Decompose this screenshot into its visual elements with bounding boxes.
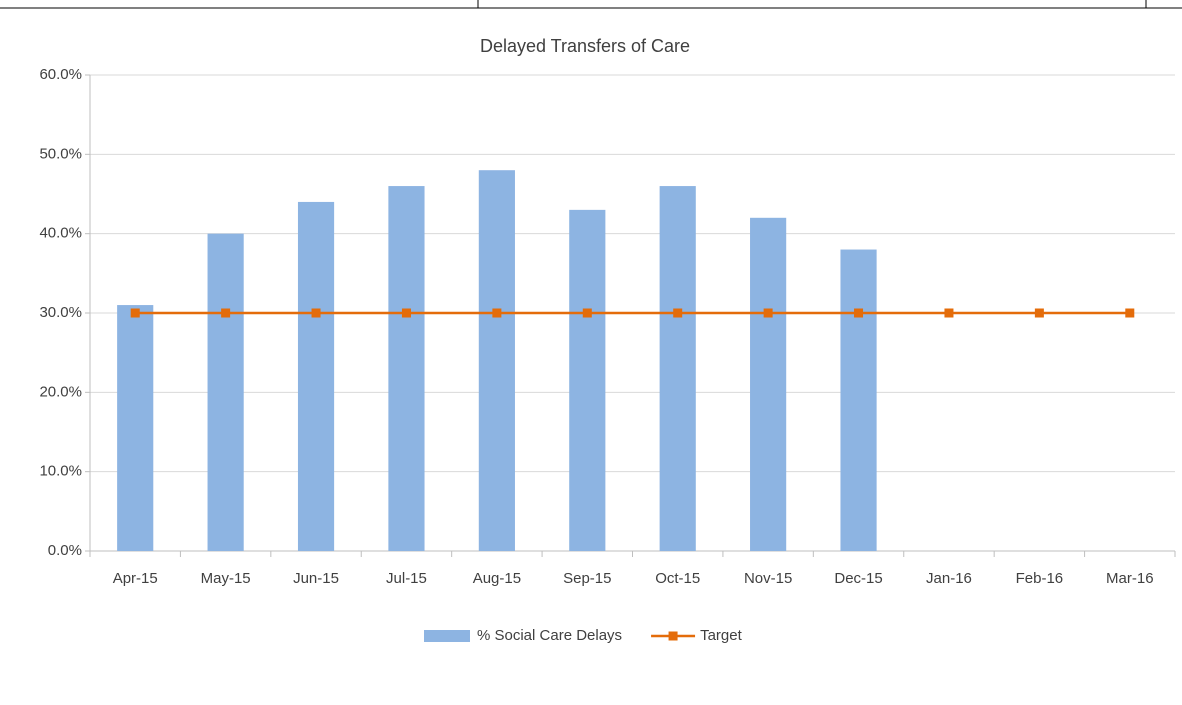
- bar: [659, 186, 696, 552]
- x-tick-label: Sep-15: [563, 570, 611, 587]
- line-marker: [854, 308, 864, 318]
- line-marker: [944, 308, 954, 318]
- y-tick-label: 0.0%: [48, 542, 82, 559]
- legend-marker: [668, 631, 678, 641]
- x-tick-label: Oct-15: [655, 570, 700, 587]
- x-tick-label: Jun-15: [293, 570, 339, 587]
- y-tick-label: 10.0%: [39, 463, 82, 480]
- line-marker: [673, 308, 683, 318]
- y-tick-label: 60.0%: [39, 66, 82, 83]
- line-marker: [1034, 308, 1044, 318]
- chart-title: Delayed Transfers of Care: [480, 36, 690, 56]
- line-marker: [401, 308, 411, 318]
- x-tick-label: Jul-15: [386, 570, 427, 587]
- bar: [840, 249, 877, 552]
- x-tick-label: Apr-15: [113, 570, 158, 587]
- x-tick-label: Aug-15: [473, 570, 521, 587]
- y-tick-label: 40.0%: [39, 225, 82, 242]
- bar: [117, 305, 154, 551]
- bar: [388, 186, 425, 552]
- line-marker: [492, 308, 502, 318]
- y-tick-label: 30.0%: [39, 304, 82, 321]
- bar: [569, 209, 606, 551]
- y-tick-label: 20.0%: [39, 383, 82, 400]
- line-marker: [763, 308, 773, 318]
- legend-label: % Social Care Delays: [477, 627, 622, 644]
- x-tick-label: Feb-16: [1016, 570, 1064, 587]
- x-tick-label: Nov-15: [744, 570, 792, 587]
- x-tick-label: May-15: [201, 570, 251, 587]
- legend-label: Target: [700, 627, 743, 644]
- bar: [750, 217, 787, 552]
- line-marker: [311, 308, 321, 318]
- legend-swatch: [424, 630, 470, 642]
- bar: [478, 170, 515, 551]
- x-tick-label: Jan-16: [926, 570, 972, 587]
- bar: [207, 233, 244, 551]
- x-tick-label: Mar-16: [1106, 570, 1154, 587]
- bar: [297, 201, 335, 551]
- y-tick-label: 50.0%: [39, 145, 82, 162]
- line-marker: [1125, 308, 1135, 318]
- line-marker: [582, 308, 592, 318]
- line-marker: [130, 308, 140, 318]
- x-tick-label: Dec-15: [834, 570, 882, 587]
- line-marker: [221, 308, 231, 318]
